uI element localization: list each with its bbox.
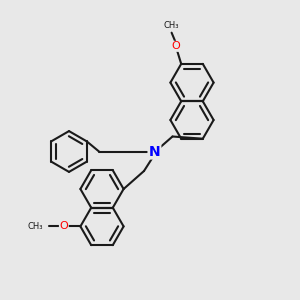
Text: CH₃: CH₃ — [28, 222, 43, 231]
Text: N: N — [149, 145, 160, 158]
Text: O: O — [59, 221, 68, 231]
Text: CH₃: CH₃ — [164, 21, 179, 30]
Text: O: O — [171, 41, 180, 51]
